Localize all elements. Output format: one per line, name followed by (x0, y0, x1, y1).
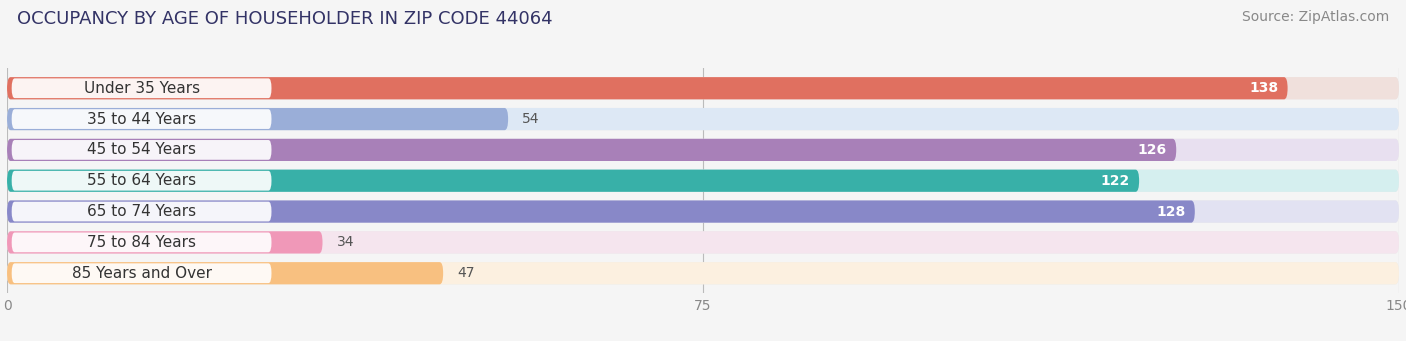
Text: 128: 128 (1156, 205, 1185, 219)
Text: Source: ZipAtlas.com: Source: ZipAtlas.com (1241, 10, 1389, 24)
FancyBboxPatch shape (7, 77, 1399, 99)
Text: 34: 34 (336, 235, 354, 249)
FancyBboxPatch shape (7, 231, 322, 253)
FancyBboxPatch shape (7, 77, 1399, 99)
Text: 35 to 44 Years: 35 to 44 Years (87, 112, 197, 127)
Text: 65 to 74 Years: 65 to 74 Years (87, 204, 197, 219)
FancyBboxPatch shape (7, 169, 1399, 192)
Text: 122: 122 (1101, 174, 1130, 188)
FancyBboxPatch shape (7, 169, 1139, 192)
FancyBboxPatch shape (7, 262, 1399, 284)
FancyBboxPatch shape (11, 78, 271, 98)
FancyBboxPatch shape (7, 139, 1399, 161)
FancyBboxPatch shape (7, 169, 1399, 192)
FancyBboxPatch shape (7, 139, 1399, 161)
FancyBboxPatch shape (11, 263, 271, 283)
FancyBboxPatch shape (7, 201, 1399, 223)
FancyBboxPatch shape (11, 171, 271, 191)
Text: 126: 126 (1137, 143, 1167, 157)
FancyBboxPatch shape (7, 201, 1399, 223)
FancyBboxPatch shape (7, 108, 1399, 130)
FancyBboxPatch shape (7, 262, 443, 284)
FancyBboxPatch shape (11, 202, 271, 221)
Text: OCCUPANCY BY AGE OF HOUSEHOLDER IN ZIP CODE 44064: OCCUPANCY BY AGE OF HOUSEHOLDER IN ZIP C… (17, 10, 553, 28)
FancyBboxPatch shape (11, 140, 271, 160)
Text: 47: 47 (457, 266, 475, 280)
Text: 54: 54 (522, 112, 540, 126)
Text: 138: 138 (1249, 81, 1278, 95)
FancyBboxPatch shape (7, 108, 508, 130)
Text: Under 35 Years: Under 35 Years (83, 81, 200, 96)
FancyBboxPatch shape (11, 233, 271, 252)
Text: 75 to 84 Years: 75 to 84 Years (87, 235, 195, 250)
FancyBboxPatch shape (7, 262, 1399, 284)
Text: 45 to 54 Years: 45 to 54 Years (87, 143, 195, 158)
FancyBboxPatch shape (7, 139, 1177, 161)
FancyBboxPatch shape (7, 108, 1399, 130)
FancyBboxPatch shape (7, 201, 1195, 223)
FancyBboxPatch shape (7, 77, 1288, 99)
Text: 55 to 64 Years: 55 to 64 Years (87, 173, 197, 188)
FancyBboxPatch shape (7, 231, 1399, 253)
FancyBboxPatch shape (7, 231, 1399, 253)
Text: 85 Years and Over: 85 Years and Over (72, 266, 211, 281)
FancyBboxPatch shape (11, 109, 271, 129)
